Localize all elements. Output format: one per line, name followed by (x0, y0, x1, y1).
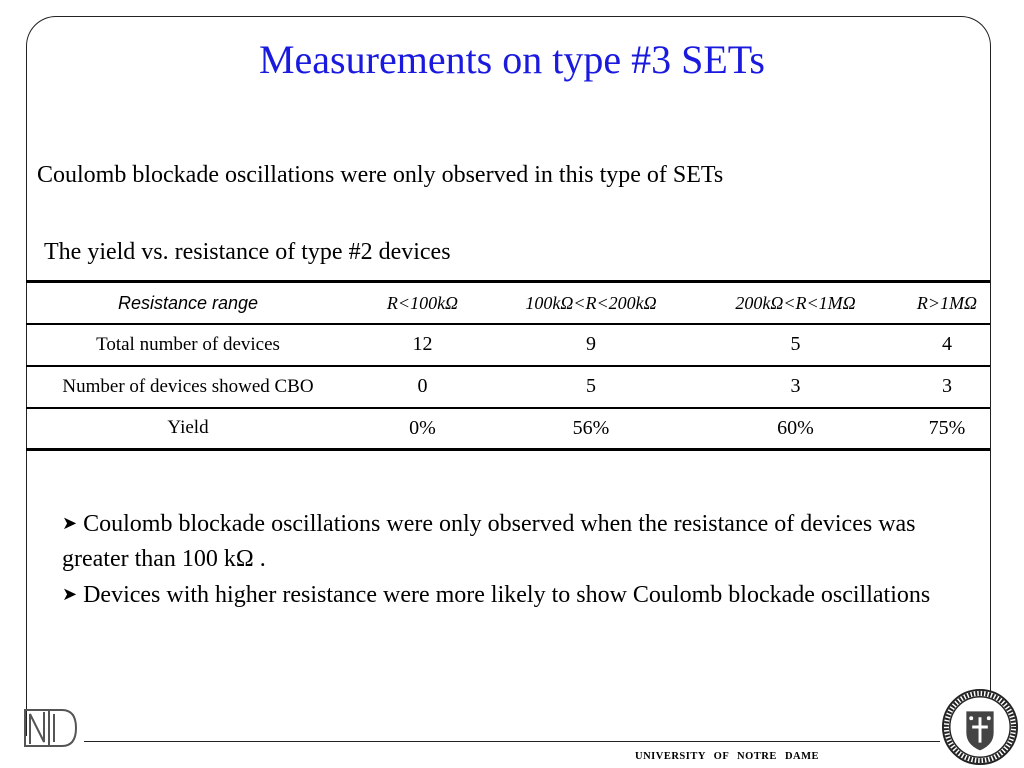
table-caption: The yield vs. resistance of type #2 devi… (44, 239, 451, 265)
header-r-lt-100k: R<100kΩ (386, 293, 459, 313)
arrow-bullet-icon: ➤ (62, 584, 78, 604)
table-cell: 4 (942, 333, 952, 355)
table-cell: 0% (409, 416, 436, 439)
header-100k-200k: 100kΩ<R<200kΩ (525, 293, 657, 313)
table-cell: 56% (572, 416, 610, 439)
table-cell: 75% (928, 416, 966, 439)
header-resistance-range: Resistance range (117, 293, 259, 313)
university-seal-icon (941, 688, 1019, 766)
table-row: Yield 0% 56% 60% 75% (26, 408, 990, 450)
footer-rule (84, 741, 940, 742)
bullet-item: ➤ Devices with higher resistance were mor… (62, 577, 962, 613)
table-cell: 5 (586, 375, 596, 397)
table-row: Number of devices showed CBO 0 5 3 3 (26, 366, 990, 408)
slide-subtitle: Coulomb blockade oscillations were only … (37, 162, 724, 188)
bullet-text: Coulomb blockade oscillations were only … (62, 511, 916, 572)
header-200k-1m: 200kΩ<R<1MΩ (735, 293, 856, 313)
row-label: Yield (167, 417, 209, 439)
table-cell: 60% (777, 416, 814, 439)
arrow-bullet-icon: ➤ (62, 513, 78, 533)
table-cell: 3 (790, 375, 801, 397)
slide-title: Measurements on type #3 SETs (258, 37, 765, 82)
row-label: Number of devices showed CBO (62, 375, 314, 397)
bullet-item: ➤ Coulomb blockade oscillations were only… (62, 506, 962, 577)
header-r-gt-1m: R>1MΩ (916, 293, 978, 313)
table-cell: 3 (942, 375, 952, 397)
bullet-text: Devices with higher resistance were more… (83, 582, 931, 608)
bullet-list: ➤ Coulomb blockade oscillations were only… (62, 506, 962, 613)
table-cell: 0 (417, 375, 428, 397)
row-label: Total number of devices (96, 333, 280, 355)
slide-frame (26, 16, 991, 736)
table-row: Total number of devices 12 9 5 4 (26, 324, 990, 366)
nd-monogram-logo (24, 709, 78, 747)
table-header-row: Resistance range R<100kΩ 100kΩ<R<200kΩ 2… (26, 281, 990, 324)
table-cell: 12 (412, 333, 433, 355)
table-cell: 5 (790, 333, 801, 355)
yield-table: Resistance range R<100kΩ 100kΩ<R<200kΩ 2… (26, 280, 990, 451)
footer-institution: UNIVERSITY OF NOTRE DAME (635, 751, 820, 762)
table-cell: 9 (586, 333, 596, 355)
